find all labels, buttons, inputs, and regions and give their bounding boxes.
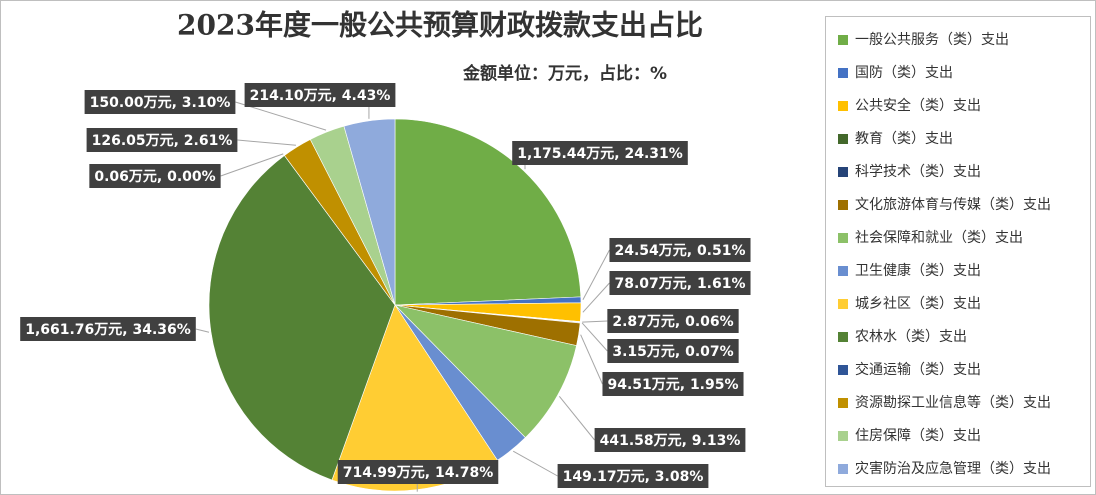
data-label-box [86, 128, 238, 152]
legend-label: 农林水（类）支出 [855, 329, 967, 345]
data-label: 214.10万元, 4.43% [244, 83, 396, 107]
data-label: 78.07万元, 1.61% [609, 271, 751, 295]
leader-line [582, 249, 610, 301]
leader-line [512, 450, 558, 477]
data-label-box [594, 428, 746, 452]
legend-swatch [838, 134, 848, 144]
data-label-box [607, 339, 739, 363]
leader-line [558, 395, 595, 441]
data-label-text: 1,661.76万元, 34.36% [25, 322, 191, 338]
legend-swatch [838, 266, 848, 276]
legend-box [825, 16, 1091, 487]
data-label: 24.54万元, 0.51% [609, 238, 751, 262]
leader-line [220, 153, 284, 177]
data-label-text: 94.51万元, 1.95% [607, 377, 738, 393]
data-label: 441.58万元, 9.13% [594, 428, 746, 452]
data-label-text: 214.10万元, 4.43% [250, 88, 391, 104]
legend-swatch [838, 233, 848, 243]
data-label-box [609, 238, 751, 262]
legend-swatch [838, 332, 848, 342]
data-label-text: 3.15万元, 0.07% [612, 344, 733, 360]
legend-label: 卫生健康（类）支出 [855, 262, 981, 279]
data-label: 714.99万元, 14.78% [337, 460, 499, 484]
legend-label: 城乡社区（类）支出 [855, 296, 981, 312]
legend-label: 社会保障和就业（类）支出 [855, 230, 1023, 246]
legend-label: 科学技术（类）支出 [855, 164, 981, 180]
legend-label: 文化旅游体育与传媒（类）支出 [855, 197, 1051, 213]
chart-subtitle: 金额单位：万元，占比：% [462, 63, 667, 84]
data-label-box [20, 317, 196, 341]
data-label-text: 150.00万元, 3.10% [90, 95, 231, 111]
pie-slice [394, 118, 582, 306]
legend-swatch [838, 35, 848, 45]
data-label: 3.15万元, 0.07% [607, 339, 739, 363]
leader-line [237, 139, 296, 146]
legend-swatch [838, 299, 848, 309]
legend-label: 交通运输（类）支出 [855, 361, 981, 378]
chart-title: 2023年度一般公共预算财政拨款支出占比 [177, 9, 703, 42]
data-label: 150.00万元, 3.10% [84, 90, 236, 114]
pie-slice [208, 155, 396, 481]
data-label-box [602, 372, 744, 396]
legend-label: 教育（类）支出 [855, 131, 953, 147]
leader-line [195, 328, 210, 333]
data-label-box [512, 141, 688, 165]
legend-swatch [838, 464, 848, 474]
legend-swatch [838, 200, 848, 210]
leader-line [582, 282, 610, 313]
data-label: 0.06万元, 0.00% [89, 164, 221, 188]
legend-label: 国防（类）支出 [855, 65, 953, 81]
data-label-box [84, 90, 236, 114]
data-label: 1,175.44万元, 24.31% [512, 141, 688, 165]
data-label-box [89, 164, 221, 188]
data-label: 149.17万元, 3.08% [557, 464, 709, 488]
data-label: 1,661.76万元, 34.36% [20, 317, 196, 341]
legend-swatch [838, 431, 848, 441]
data-label-box [609, 271, 751, 295]
legend-swatch [838, 167, 848, 177]
leader-line [580, 334, 603, 385]
data-label-box [337, 460, 499, 484]
data-label-text: 126.05万元, 2.61% [92, 133, 233, 149]
data-label-text: 441.58万元, 9.13% [600, 433, 741, 449]
data-label-box [607, 309, 739, 333]
data-label: 126.05万元, 2.61% [86, 128, 238, 152]
legend-label: 资源勘探工业信息等（类）支出 [855, 394, 1051, 411]
pie-slice [343, 118, 396, 306]
data-label-text: 1,175.44万元, 24.31% [517, 146, 683, 162]
data-label-text: 149.17万元, 3.08% [563, 469, 704, 485]
legend-swatch [838, 398, 848, 408]
leader-line [581, 322, 608, 352]
data-label-text: 2.87万元, 0.06% [612, 314, 733, 330]
legend-label: 公共安全（类）支出 [855, 97, 981, 114]
data-label-text: 24.54万元, 0.51% [614, 243, 745, 259]
pie-slice [394, 304, 577, 439]
legend-swatch [838, 365, 848, 375]
legend-swatch [838, 68, 848, 78]
data-label-text: 78.07万元, 1.61% [614, 276, 745, 292]
legend-label: 一般公共服务（类）支出 [855, 32, 1009, 48]
legend-swatch [838, 101, 848, 111]
leader-line [582, 320, 608, 323]
legend-label: 住房保障（类）支出 [855, 428, 981, 444]
data-label: 94.51万元, 1.95% [602, 372, 744, 396]
data-label-box [244, 83, 396, 107]
data-label: 2.87万元, 0.06% [607, 309, 739, 333]
legend-label: 灾害防治及应急管理（类）支出 [855, 460, 1051, 477]
data-label-box [557, 464, 709, 488]
data-label-text: 714.99万元, 14.78% [343, 465, 494, 481]
data-label-text: 0.06万元, 0.00% [94, 169, 215, 185]
